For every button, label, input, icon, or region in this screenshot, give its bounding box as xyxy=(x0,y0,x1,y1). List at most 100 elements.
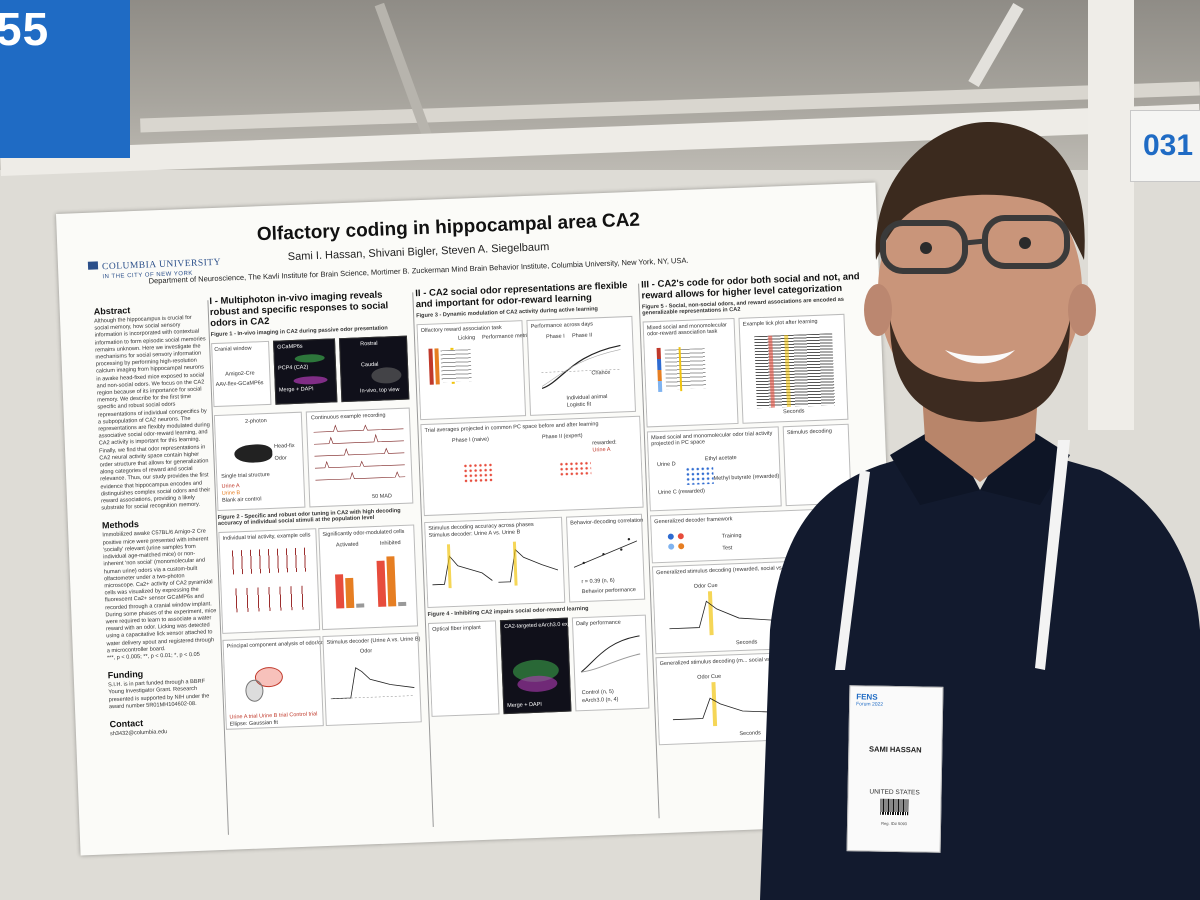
fig1-legend: Urine B xyxy=(221,490,241,497)
presenter-person xyxy=(760,121,1200,900)
fig3-label: Logistic fit xyxy=(566,401,592,409)
histology-image: GCaMP6s PCP4 (CA2) Merge + DAPI xyxy=(273,338,338,405)
fig1-label: Single trial structure xyxy=(221,471,270,480)
cranial-window-diagram: Cranial window Amigo2-Cre AAV-flex-GCaMP… xyxy=(211,340,272,408)
performance-curves xyxy=(580,635,641,673)
figure2-row2: Principal component analysis of odor/con… xyxy=(222,629,426,733)
fig3-label: Olfactory reward association task xyxy=(420,324,502,335)
fig3-label: Phase II xyxy=(571,332,593,340)
fig3-label: Phase I (naive) xyxy=(451,436,490,444)
fig1-legend: Urine A xyxy=(221,483,240,490)
fig5-label: Urine C (rewarded) xyxy=(658,488,705,497)
badge-reg-id: Reg. ID# 5093 xyxy=(881,820,907,827)
booth-number-right: 031 xyxy=(1143,129,1194,162)
continuous-recording-traces: Continuous example recording 50 MAD xyxy=(305,407,414,508)
booth-number-left: 55 xyxy=(0,3,50,55)
fig3-label: Phase II (expert) xyxy=(541,432,583,441)
optical-fiber-diagram: Optical fiber implant xyxy=(427,620,500,717)
fig4-legend: eArch3.0 (n, 4) xyxy=(581,696,619,705)
daily-performance-plot: Daily performance Control (n, 5) eArch3.… xyxy=(571,614,650,712)
booth-right-post xyxy=(1088,0,1134,430)
fig5-label: Training xyxy=(721,532,742,540)
reward-association-task: Olfactory reward association task Lickin… xyxy=(416,320,530,421)
fig1-label: 2-photon xyxy=(244,418,267,425)
figure3-row1: Olfactory reward association task Lickin… xyxy=(416,313,640,421)
fig5-label: Test xyxy=(722,545,733,552)
badge-country: UNITED STATES xyxy=(869,788,920,797)
abstract-text: Although the hippocampus is crucial for … xyxy=(94,314,211,512)
stimulus-decoder-plot: Stimulus decoder (Urine A vs. Urine B) O… xyxy=(322,632,422,726)
poster-authors: Sami I. Hassan, Shivani Bigler, Steven A… xyxy=(287,241,550,264)
figure4-row: Optical fiber implant CA2-targeted eArch… xyxy=(427,612,652,720)
methods-text: Immobilized awake C57BL/6 Amigo-2 Cre po… xyxy=(102,528,217,655)
fig3-label: Performance across days xyxy=(530,321,594,330)
fig2-label: Significantly odor-modulated cells xyxy=(322,528,405,538)
fig3-label: Behavior performance xyxy=(581,586,637,596)
decoder-trace xyxy=(330,667,415,700)
fig3-label: Licking xyxy=(457,334,476,342)
fig3-label: Individual animal xyxy=(566,393,608,402)
correlation-scatter xyxy=(573,538,638,568)
fig2-label: Activated xyxy=(335,541,359,549)
fig5-label: Mixed social and monomolecular odor-rewa… xyxy=(646,322,727,338)
section1-title: I - Multiphoton in-vivo imaging reveals … xyxy=(209,289,389,330)
fig3-label: Urine A xyxy=(592,446,611,454)
figure1-row1: Cranial window Amigo2-Cre AAV-flex-GCaMP… xyxy=(211,332,414,412)
earch-expression-image: CA2-targeted eArch3.0 expression Merge +… xyxy=(499,617,589,715)
figure2-row1: Individual trial activity, example cells… xyxy=(218,521,422,637)
fig1-label: Head-fix xyxy=(273,442,295,450)
odor-modulated-cells-bars: Significantly odor-modulated cells Activ… xyxy=(318,524,419,631)
fig3-label: Behavior-decoding correlation xyxy=(570,517,644,527)
contact-text: sh3432@columbia.edu xyxy=(109,729,168,738)
side-booth-sign: 031 xyxy=(1130,110,1200,182)
raster-plot xyxy=(228,547,309,575)
fig3-label: rewarded: xyxy=(592,439,617,447)
fig1-label: Continuous example recording xyxy=(310,412,386,422)
decoding-accuracy-phases: Stimulus decoding accuracy across phases… xyxy=(424,516,566,609)
poster-column-section2: II - CA2 social odor representations are… xyxy=(415,280,656,828)
poster-column-section1: I - Multiphoton in-vivo imaging reveals … xyxy=(209,288,430,835)
decoding-trace xyxy=(432,541,559,589)
learning-curve xyxy=(541,344,622,390)
badge-event: FENS xyxy=(856,692,878,702)
badge-event-sub: Forum 2022 xyxy=(856,701,884,708)
mouse-icon xyxy=(233,443,273,464)
fig1-legend: Blank air control xyxy=(221,496,262,504)
head-fixed-mouse-diagram: 2-photon Head-fix Odor Single trial stru… xyxy=(213,411,306,511)
fig3-label: Performance metric xyxy=(481,332,531,341)
fig3-label: Chance xyxy=(591,369,611,377)
fig1-label: 50 MAD xyxy=(371,493,393,501)
fig2-label: Odor xyxy=(359,648,373,655)
fig1-label: AAV-flex-GCaMP6s xyxy=(215,380,264,388)
fig4-legend: Control (n, 5) xyxy=(581,688,614,697)
fig1-label: Caudal xyxy=(360,361,379,369)
poster-column-text: Abstract Although the hippocampus is cru… xyxy=(93,296,226,840)
fig5-label: Generalized decoder framework xyxy=(654,516,733,526)
fig5-label: Urine D xyxy=(656,461,676,469)
fig5-label: Ethyl acetate xyxy=(704,455,737,463)
fig1-label: PCP4 (CA2) xyxy=(277,364,309,372)
fig2-label: Inhibited xyxy=(379,539,401,547)
fig5-label: Odor Cue xyxy=(693,582,718,590)
fig1-label: Amigo2-Cre xyxy=(225,370,255,378)
booth-number-sign: 55 xyxy=(0,0,130,158)
fig1-label: GCaMP6s xyxy=(277,343,303,351)
funding-text: S.I.H. is in part funded through a BBRF … xyxy=(108,678,210,711)
figure1-row2: 2-photon Head-fix Odor Single trial stru… xyxy=(213,404,418,512)
fig2-label: Stimulus decoder (Urine A vs. Urine B) xyxy=(326,636,421,646)
fig1-label: Odor xyxy=(274,455,287,462)
figure3-row3: Stimulus decoding accuracy across phases… xyxy=(424,511,647,609)
fig5-label: Odor Cue xyxy=(697,673,722,681)
crown-icon xyxy=(87,261,99,270)
fig4-label: Merge + DAPI xyxy=(507,701,542,710)
university-name: COLUMBIA UNIVERSITY xyxy=(101,257,222,273)
fig1-label: Merge + DAPI xyxy=(278,386,314,394)
fig1-label: Cranial window xyxy=(214,345,252,353)
performance-across-days: Performance across days Phase I Phase II… xyxy=(526,315,637,416)
scientific-poster: COLUMBIA UNIVERSITY IN THE CITY OF NEW Y… xyxy=(55,182,901,856)
fig3-label: Phase I xyxy=(545,333,565,341)
fig2-label: Individual trial activity, example cells xyxy=(222,532,311,542)
pca-scatter: Principal component analysis of odor/con… xyxy=(222,636,363,730)
fig1-label: Rostral xyxy=(360,340,378,348)
fig2-legend: Ellipse: Gaussian fit xyxy=(229,719,279,728)
